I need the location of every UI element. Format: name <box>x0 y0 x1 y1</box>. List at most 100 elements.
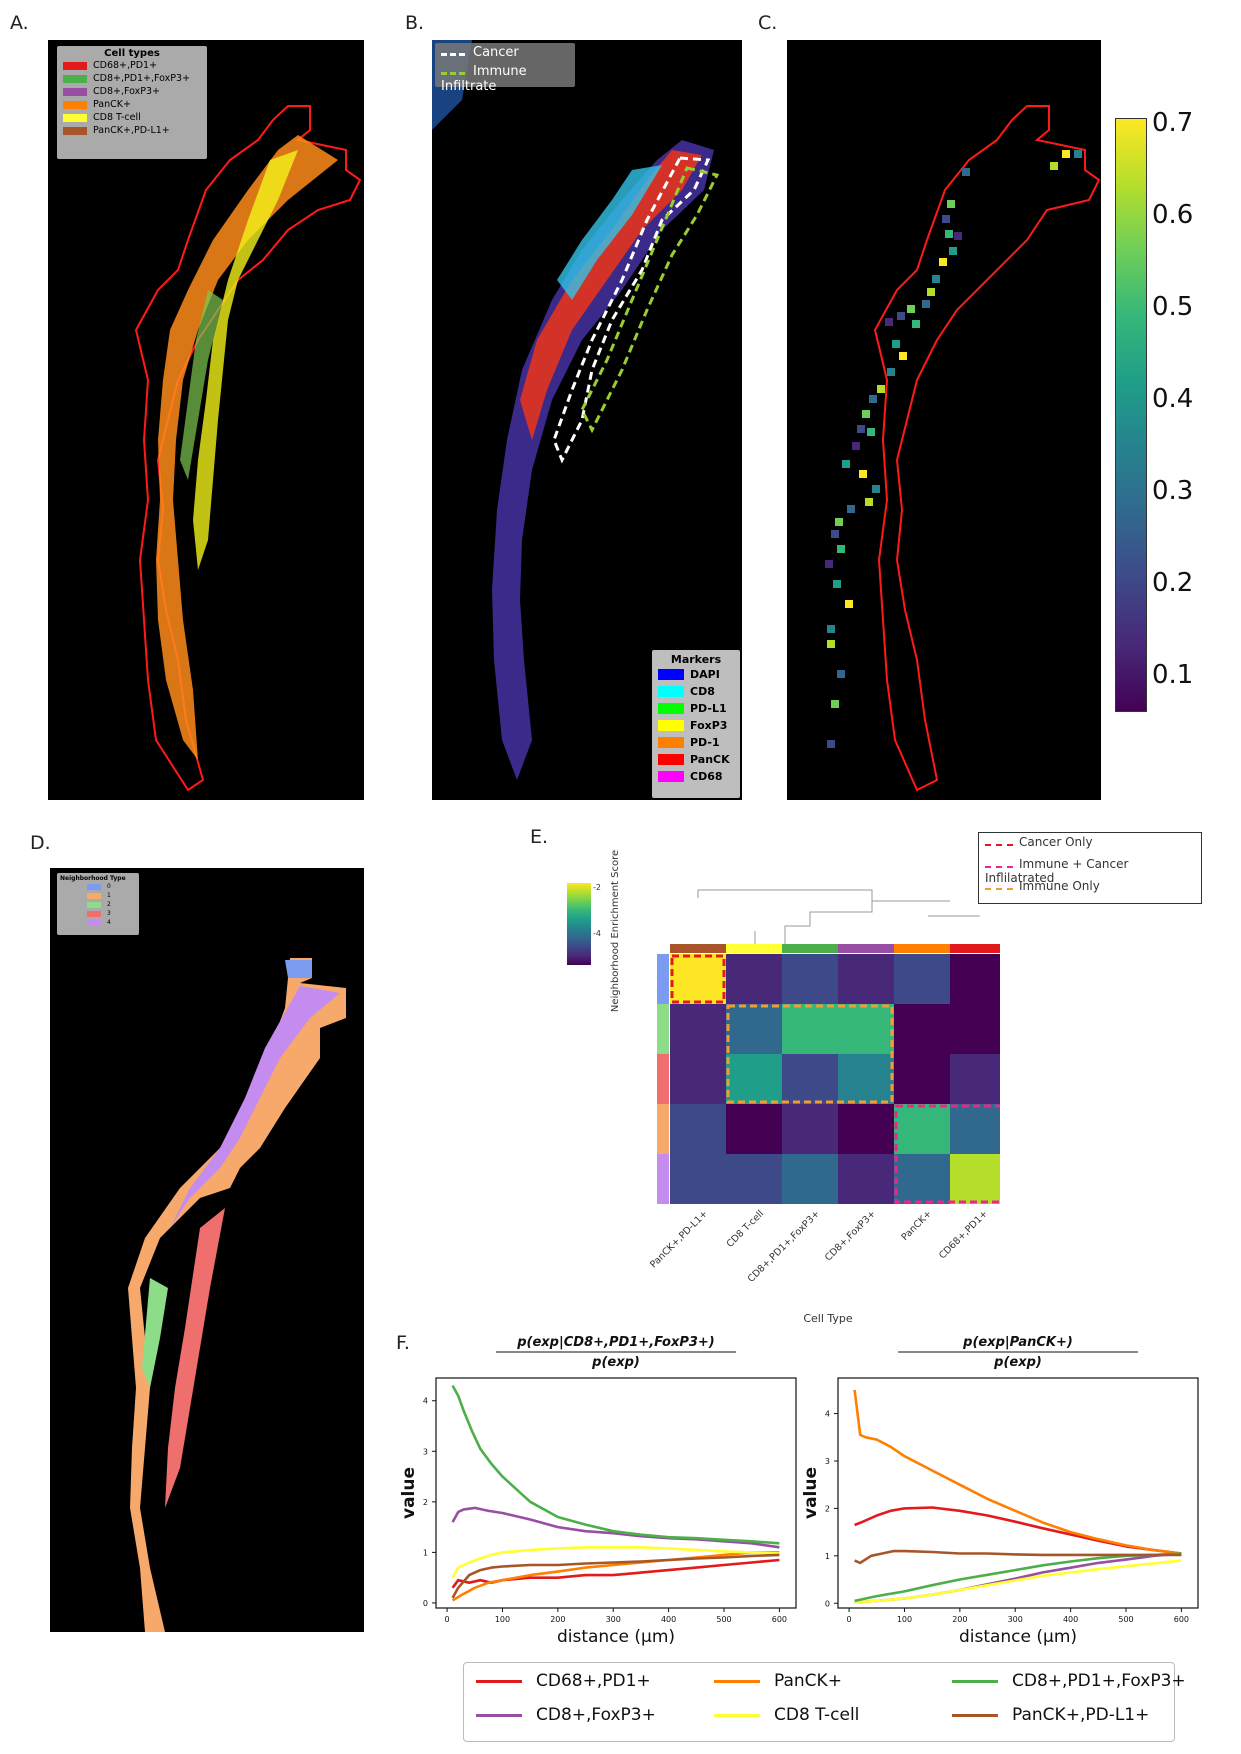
neighborhood-0 <box>285 960 312 978</box>
dendrogram-branch <box>697 889 873 898</box>
panel-a-legend: Cell types CD68+,PD1+ CD8+,PD1+,FoxP3+ CD8… <box>57 46 207 159</box>
legend-line <box>985 844 1013 846</box>
legend-label: CD68+,PD1+ <box>93 60 158 71</box>
legend-label: 0 <box>107 883 111 890</box>
legend-item: 0 <box>57 882 139 891</box>
legend-item: 1 <box>57 891 139 900</box>
y-tick-label: 1 <box>423 1548 428 1557</box>
panel-c-image <box>787 40 1101 800</box>
x-tick-label: PanCK+,PD-L1+ <box>648 1208 710 1270</box>
dendrogram-branch <box>871 898 950 902</box>
legend-item: CD8 <box>652 683 740 700</box>
column-color-bar <box>894 944 950 953</box>
x-tick-label: CD8+,FoxP3+ <box>823 1208 878 1263</box>
score-tile <box>837 670 845 678</box>
heatmap-cell <box>782 954 838 1004</box>
x-tick-label: 200 <box>550 1615 565 1624</box>
heatmap-cell <box>838 954 894 1004</box>
panel-f-legend: CD68+,PD1+ CD8+,FoxP3+ PanCK+ CD8 T-cell CD8… <box>463 1662 1186 1742</box>
score-tile <box>1050 162 1058 170</box>
highlight-box <box>894 1104 1000 1204</box>
legend-item: 2 <box>57 900 139 909</box>
legend-label: PanCK+,PD-L1+ <box>1012 1705 1150 1725</box>
colorbar-tick-label: 0.6 <box>1152 200 1194 230</box>
y-tick-label: 0 <box>423 1599 428 1608</box>
heatmap-cell <box>726 1004 782 1054</box>
colorbar-tick-label: 0.2 <box>1152 568 1194 598</box>
legend-swatch <box>87 910 101 917</box>
column-color-bar <box>838 944 894 953</box>
heatmap-cell <box>950 1154 1000 1204</box>
y-tick-label: 2 <box>423 1498 428 1507</box>
row-color-bar <box>657 1054 669 1104</box>
neighborhood-2 <box>142 1278 168 1388</box>
score-tile <box>887 368 895 376</box>
highlight-box <box>670 954 726 1004</box>
legend-item: PanCK+,PD-L1+ <box>57 124 207 137</box>
legend-label: Cancer Only <box>1019 835 1093 849</box>
legend-swatch <box>658 771 684 782</box>
y-tick-label: 4 <box>423 1397 428 1406</box>
legend-swatch <box>63 87 87 96</box>
x-tick-label: 400 <box>661 1615 676 1624</box>
colorbar-tick-label: -2 <box>593 883 601 892</box>
score-tile <box>825 560 833 568</box>
neighborhood-4 <box>170 986 340 1228</box>
series-line-panck- <box>853 1389 1182 1555</box>
score-tile <box>845 600 853 608</box>
panck-region <box>156 135 338 760</box>
series-line-cd8-pd1-foxp3- <box>451 1384 780 1545</box>
legend-label: DAPI <box>690 668 720 681</box>
row-color-bar <box>657 1104 669 1154</box>
x-tick-label: PanCK+ <box>899 1208 934 1243</box>
legend-swatch <box>63 113 87 122</box>
legend-item: CD8+,FoxP3+ <box>57 85 207 98</box>
score-tile <box>945 230 953 238</box>
legend-label: PD-L1 <box>690 702 727 715</box>
x-tick-label: 300 <box>1008 1615 1023 1624</box>
colorbar <box>567 883 591 965</box>
score-tile <box>892 340 900 348</box>
panel-d-neighborhood-map <box>128 958 346 1632</box>
legend-item: DAPI <box>652 666 740 683</box>
legend-label: CD8+,FoxP3+ <box>536 1705 656 1725</box>
legend-label: CD8+,FoxP3+ <box>93 86 160 97</box>
legend-swatch <box>87 892 101 899</box>
legend-swatch <box>658 703 684 714</box>
neighborhood-3 <box>165 1208 225 1508</box>
legend-item: PanCK <box>652 751 740 768</box>
neighborhood-1 <box>128 958 346 1632</box>
x-tick-label: 500 <box>716 1615 731 1624</box>
y-tick-label: 4 <box>825 1410 830 1419</box>
legend-swatch <box>658 720 684 731</box>
panel-label-f: F. <box>396 1332 410 1354</box>
score-tile <box>897 312 905 320</box>
plot-area <box>837 1377 1199 1609</box>
legend-label: 3 <box>107 910 111 917</box>
y-tick-label: 0 <box>825 1599 830 1608</box>
chart-title-numerator: p(exp|CD8+,PD1+,FoxP3+) <box>516 1335 715 1350</box>
legend-label: PanCK+,PD-L1+ <box>93 125 170 136</box>
x-tick-label: 500 <box>1118 1615 1133 1624</box>
score-tile <box>1062 150 1070 158</box>
legend-swatch <box>658 754 684 765</box>
x-tick-label: CD68+,PD1+ <box>937 1208 990 1261</box>
score-tile <box>869 395 877 403</box>
plot-area <box>435 1377 797 1609</box>
score-tile <box>862 410 870 418</box>
heatmap-cell <box>782 1004 838 1054</box>
panel-e-heatmap-chart: 02314Neighborhood TypePanCK+,PD-L1+CD8 T… <box>567 850 1000 1325</box>
column-color-bar <box>782 944 838 953</box>
colorbar-tick-label: 0.1 <box>1152 660 1194 690</box>
legend-swatch <box>63 61 87 70</box>
colorbar-label: Neighborhood Enrichment Score <box>610 850 621 1012</box>
heatmap-cell <box>894 954 950 1004</box>
panel-e-legend: Cancer Only Immune + Cancer Inflilatrated… <box>978 832 1202 904</box>
panel-label-a: A. <box>10 12 29 34</box>
score-tile <box>852 442 860 450</box>
score-tile <box>867 428 875 436</box>
legend-line <box>952 1679 998 1683</box>
heatmap-cell <box>670 1054 726 1104</box>
legend-item: CD8+,PD1+,FoxP3+ <box>952 1671 1186 1691</box>
cd8-stain <box>557 165 662 300</box>
